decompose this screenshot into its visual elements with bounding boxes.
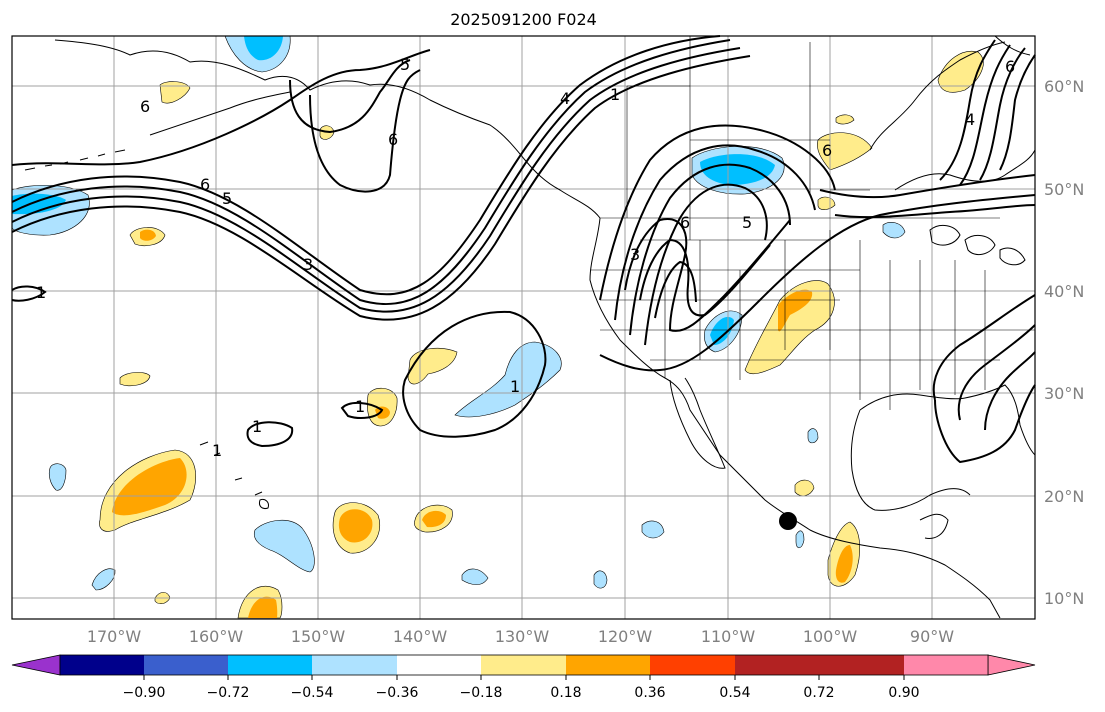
height-contours bbox=[11, 35, 1036, 464]
contour-label: 1 bbox=[510, 377, 520, 396]
contour-label: 1 bbox=[252, 417, 262, 436]
lat-tick-label: 10°N bbox=[1044, 589, 1084, 608]
lat-tick-label: 30°N bbox=[1044, 384, 1084, 403]
map-frame bbox=[11, 35, 1036, 620]
colorbar-tick-label: 0.54 bbox=[719, 685, 750, 701]
contour-label: 1 bbox=[36, 283, 46, 302]
lon-tick-label: 90°W bbox=[910, 627, 954, 646]
colorbar-extend-max bbox=[987, 654, 1036, 676]
contour-label: 5 bbox=[222, 189, 232, 208]
colorbar-segment bbox=[60, 655, 144, 675]
shading-positive bbox=[99, 50, 984, 619]
colorbar-tick-label: −0.18 bbox=[460, 685, 503, 701]
lat-tick-labels: 60°N 50°N 40°N 30°N 20°N 10°N bbox=[1044, 77, 1084, 608]
contour-label: 6 bbox=[140, 97, 150, 116]
colorbar-segment bbox=[735, 655, 819, 675]
colorbar-segment bbox=[397, 655, 481, 675]
lat-tick-label: 20°N bbox=[1044, 487, 1084, 506]
lon-tick-label: 160°W bbox=[189, 627, 244, 646]
colorbar-tick-label: 0.90 bbox=[888, 685, 919, 701]
colorbar-segment bbox=[566, 655, 650, 675]
lat-tick-label: 40°N bbox=[1044, 282, 1084, 301]
location-marker bbox=[779, 512, 797, 530]
graticule bbox=[12, 36, 1035, 619]
colorbar-segment bbox=[228, 655, 312, 675]
lon-tick-label: 120°W bbox=[598, 627, 653, 646]
lon-tick-label: 110°W bbox=[701, 627, 756, 646]
contour-label: 5 bbox=[742, 213, 752, 232]
coastlines bbox=[24, 35, 1036, 619]
contour-label: 6 bbox=[388, 130, 398, 149]
colorbar-segment bbox=[819, 655, 904, 675]
colorbar-tick-label: 0.72 bbox=[803, 685, 834, 701]
contour-label: 5 bbox=[400, 55, 410, 74]
colorbar-tick-label: −0.90 bbox=[123, 685, 166, 701]
colorbar-tick-label: −0.36 bbox=[376, 685, 419, 701]
colorbar-tick-label: 0.36 bbox=[634, 685, 665, 701]
contour-label: 1 bbox=[610, 85, 620, 104]
colorbar-outline bbox=[59, 654, 989, 676]
lon-tick-label: 170°W bbox=[87, 627, 142, 646]
lon-tick-labels: 170°W 160°W 150°W 140°W 130°W 120°W 110°… bbox=[87, 627, 954, 646]
contour-label: 1 bbox=[355, 397, 365, 416]
lon-tick-label: 140°W bbox=[393, 627, 448, 646]
colorbar-extend-min bbox=[11, 654, 61, 676]
contour-labels: 5 6 6 6 5 3 1 1 1 1 4 1 3 6 5 1 6 4 6 bbox=[36, 55, 1015, 460]
contour-label: 4 bbox=[560, 89, 570, 108]
colorbar-segment bbox=[650, 655, 735, 675]
colorbar: −0.90 −0.72 −0.54 −0.36 −0.18 0.18 0.36 … bbox=[11, 654, 1036, 701]
contour-label: 3 bbox=[303, 255, 313, 274]
colorbar-tick-label: −0.72 bbox=[207, 685, 250, 701]
lat-tick-label: 50°N bbox=[1044, 180, 1084, 199]
contour-label: 6 bbox=[822, 141, 832, 160]
lon-tick-label: 130°W bbox=[495, 627, 550, 646]
colorbar-segment bbox=[481, 655, 566, 675]
map-title: 2025091200 F024 bbox=[450, 10, 597, 29]
contour-label: 1 bbox=[212, 441, 222, 460]
colorbar-segment bbox=[904, 655, 988, 675]
lat-tick-label: 60°N bbox=[1044, 77, 1084, 96]
contour-label: 6 bbox=[200, 175, 210, 194]
colorbar-tick-label: −0.54 bbox=[291, 685, 334, 701]
contour-label: 4 bbox=[965, 110, 975, 129]
lon-tick-label: 150°W bbox=[291, 627, 346, 646]
lon-tick-label: 100°W bbox=[803, 627, 858, 646]
colorbar-segment bbox=[312, 655, 397, 675]
contour-label: 6 bbox=[680, 213, 690, 232]
colorbar-segment bbox=[144, 655, 228, 675]
contour-label: 6 bbox=[1005, 57, 1015, 76]
colorbar-tick-label: 0.18 bbox=[550, 685, 581, 701]
contour-label: 3 bbox=[630, 245, 640, 264]
